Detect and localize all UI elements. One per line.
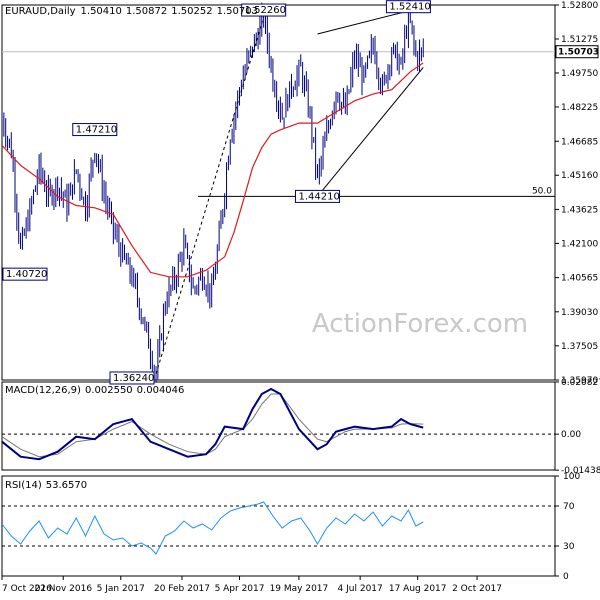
price-tick-label: 1.52800 — [561, 1, 598, 11]
rsi-tick-label: 30 — [563, 542, 575, 552]
price-tick-label: 1.43625 — [561, 205, 598, 215]
price-tick-label: 1.37505 — [561, 342, 598, 352]
price-panel-frame — [1, 4, 556, 381]
price-annotation-box — [294, 189, 340, 203]
macd-label: MACD(12,26,9) 0.002550 0.004046 — [5, 385, 184, 396]
price-annotation-label: 1.36240 — [113, 373, 154, 384]
price-annotation-box — [2, 267, 48, 281]
price-annotation-box — [109, 371, 155, 385]
price-tick-label: 1.40565 — [561, 274, 598, 284]
price-tick-label: 1.35970 — [561, 376, 598, 386]
trendline — [155, 16, 265, 375]
date-tick-label: 7 Oct 2016 — [2, 584, 52, 594]
price-tick-label: 1.51275 — [561, 35, 598, 45]
price-annotation-label: 1.47210 — [76, 125, 117, 136]
macd-main-line — [1, 387, 424, 461]
date-tick-label: 22 Nov 2016 — [34, 584, 92, 594]
trendline — [317, 67, 424, 197]
price-tick-label: 1.46685 — [561, 137, 598, 147]
date-tick-label: 17 Aug 2017 — [389, 584, 447, 594]
price-annotation-label: 1.40720 — [6, 269, 47, 280]
current-price-box — [555, 45, 599, 59]
date-tick-label: 19 May 2017 — [270, 584, 329, 594]
date-tick-label: 5 Apr 2017 — [215, 584, 265, 594]
macd-tick-label: -0.014386 — [561, 466, 600, 476]
price-tick-label: 1.48225 — [561, 103, 598, 113]
price-annotation-box — [241, 3, 287, 17]
date-tick-label: 4 Jul 2017 — [338, 584, 383, 594]
price-tick-label: 1.45160 — [561, 171, 598, 181]
macd-panel-frame — [1, 381, 556, 471]
price-annotation-label: 1.52410 — [389, 2, 430, 13]
rsi-panel: 100 70 30 0 — [1, 472, 580, 582]
price-annotation-box — [72, 123, 118, 137]
moving-average-line — [1, 62, 424, 278]
rsi-tick-label: 0 — [563, 572, 569, 582]
fib-50-label: 50.0 — [532, 186, 552, 196]
chart-backgrounds — [1, 4, 556, 577]
macd-panel: 0.020827 0.00 -0.014386 — [1, 378, 600, 476]
date-tick-label: 20 Feb 2017 — [154, 584, 210, 594]
price-tick-label: 1.49750 — [561, 69, 598, 79]
price-tick-label: 1.42100 — [561, 239, 598, 249]
rsi-tick-label: 70 — [563, 502, 575, 512]
price-annotation-box — [385, 0, 431, 14]
watermark: ActionForex.com — [312, 309, 528, 339]
symbol-label: EURAUD,Daily 1.50410 1.50872 1.50252 1.50703 — [5, 6, 258, 17]
price-annotation-label: 1.52260 — [245, 5, 286, 16]
macd-tick-label: 0.00 — [561, 430, 581, 440]
price-annotation-label: 1.44210 — [298, 191, 339, 202]
rsi-panel-frame — [1, 475, 556, 577]
date-tick-label: 2 Oct 2017 — [452, 584, 502, 594]
rsi-line — [1, 501, 424, 555]
price-tick-label: 1.39030 — [561, 308, 598, 318]
price-panel: 1.52800 1.51275 1.49750 1.48225 1.46685 1.451… — [1, 0, 599, 386]
macd-tick-label: 0.020827 — [561, 378, 600, 388]
rsi-label: RSI(14) 53.6570 — [5, 480, 87, 491]
date-tick-label: 5 Jan 2017 — [97, 584, 145, 594]
current-price-label: 1.50703 — [558, 48, 599, 58]
rsi-tick-label: 100 — [563, 472, 580, 482]
